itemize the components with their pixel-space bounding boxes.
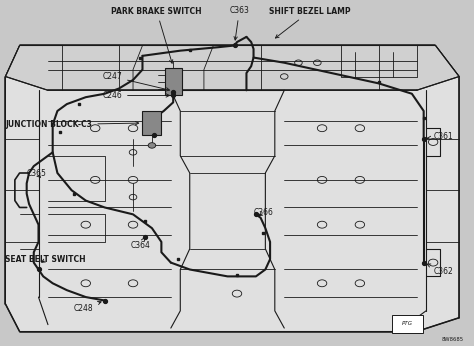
Polygon shape — [5, 45, 459, 331]
Text: SEAT BELT SWITCH: SEAT BELT SWITCH — [5, 255, 86, 264]
Bar — [164, 68, 182, 95]
Text: 8W8685: 8W8685 — [442, 337, 464, 342]
Text: C364: C364 — [131, 238, 151, 250]
Polygon shape — [5, 45, 459, 90]
Text: C365: C365 — [27, 169, 46, 178]
Text: C363: C363 — [229, 6, 249, 40]
Circle shape — [148, 143, 156, 148]
Text: C362: C362 — [427, 264, 453, 276]
Text: PTG: PTG — [401, 321, 413, 326]
Text: JUNCTION BLOCK-C3: JUNCTION BLOCK-C3 — [5, 120, 139, 129]
Bar — [143, 111, 161, 135]
Text: C248: C248 — [74, 301, 101, 312]
Text: C247: C247 — [102, 72, 170, 91]
Text: C366: C366 — [254, 208, 273, 217]
FancyBboxPatch shape — [392, 315, 423, 333]
Text: C361: C361 — [427, 132, 453, 141]
Text: C246: C246 — [102, 91, 169, 100]
Text: SHIFT BEZEL LAMP: SHIFT BEZEL LAMP — [269, 7, 351, 38]
Text: PARK BRAKE SWITCH: PARK BRAKE SWITCH — [111, 7, 202, 63]
